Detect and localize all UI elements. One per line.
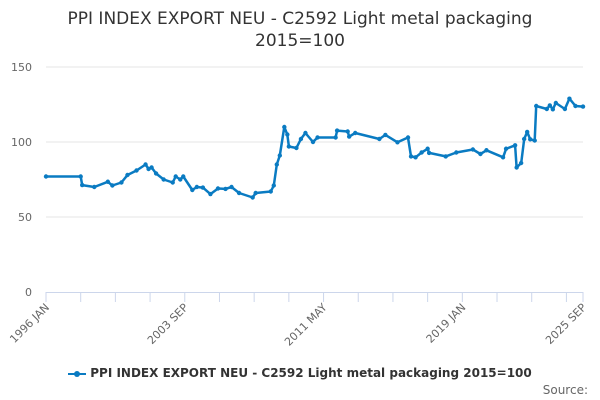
y-tick-label: 100: [11, 136, 32, 149]
data-point: [426, 150, 432, 156]
data-point: [268, 189, 273, 194]
data-point: [161, 177, 166, 182]
data-point: [544, 106, 549, 112]
legend-marker-icon: [68, 370, 87, 377]
data-point: [181, 174, 186, 179]
data-point: [119, 180, 124, 185]
data-point: [200, 185, 206, 190]
chart-title-line-1: PPI INDEX EXPORT NEU - C2592 Light metal…: [67, 9, 533, 29]
data-point: [149, 165, 154, 170]
data-point: [282, 124, 287, 130]
data-point: [236, 190, 242, 196]
data-point: [215, 186, 221, 191]
data-point: [547, 103, 553, 108]
x-tick-label: 2025 SEP: [543, 301, 589, 347]
data-point: [346, 134, 352, 139]
data-point: [405, 135, 411, 140]
data-point: [294, 145, 299, 151]
x-tick-label: 1996 JAN: [7, 301, 52, 346]
data-point: [562, 106, 568, 112]
data-point: [534, 103, 539, 109]
data-point: [303, 130, 308, 136]
data-point: [383, 132, 388, 138]
data-point: [550, 107, 556, 112]
data-point: [274, 162, 279, 167]
data-point: [134, 168, 139, 173]
x-tick-label: 2003 SEP: [145, 301, 191, 347]
data-point: [528, 137, 533, 142]
legend[interactable]: PPI INDEX EXPORT NEU - C2592 Light metal…: [0, 366, 600, 380]
data-point: [454, 150, 459, 155]
source-label: Source:: [542, 383, 588, 397]
y-tick-label: 0: [25, 286, 32, 299]
data-point: [285, 132, 290, 137]
data-point: [478, 151, 483, 157]
data-point: [521, 136, 527, 142]
data-point: [514, 165, 519, 170]
data-point: [223, 186, 228, 192]
y-tick-label: 150: [11, 61, 32, 74]
data-point: [153, 171, 159, 176]
data-point: [532, 138, 537, 143]
data-point: [277, 153, 283, 158]
x-tick-label: 2019 JAN: [424, 301, 469, 346]
data-point: [413, 155, 418, 160]
data-point: [345, 129, 350, 134]
data-point: [419, 150, 424, 155]
data-point: [125, 172, 130, 178]
chart-title: PPI INDEX EXPORT NEU - C2592 Light metal…: [0, 8, 600, 52]
data-point: [408, 154, 414, 159]
data-point: [443, 154, 448, 159]
data-point: [470, 147, 476, 152]
data-point: [310, 139, 316, 145]
data-point: [315, 135, 320, 140]
data-point: [573, 103, 578, 109]
data-point: [92, 184, 97, 190]
data-point: [353, 130, 358, 136]
data-point: [78, 174, 83, 179]
data-point: [43, 174, 49, 179]
data-point: [484, 148, 489, 153]
data-point: [173, 174, 178, 179]
data-point: [334, 128, 340, 133]
data-point: [425, 146, 430, 151]
data-point: [190, 187, 195, 193]
y-tick-label: 50: [18, 211, 32, 224]
data-point: [194, 184, 200, 190]
data-point: [500, 155, 506, 160]
data-point: [229, 184, 234, 190]
data-point: [333, 135, 338, 140]
data-point: [143, 162, 148, 167]
data-point: [298, 136, 304, 142]
chart-title-line-2: 2015=100: [255, 31, 345, 51]
data-point: [250, 195, 255, 200]
data-point: [110, 183, 115, 188]
data-point: [503, 146, 509, 151]
data-point: [518, 160, 524, 166]
data-point: [286, 144, 292, 149]
data-point: [105, 179, 111, 184]
x-tick-label: 2011 MAY: [282, 301, 330, 349]
data-point: [395, 140, 400, 145]
data-point: [553, 100, 559, 106]
data-point: [524, 129, 530, 135]
data-point: [253, 190, 258, 196]
legend-label: PPI INDEX EXPORT NEU - C2592 Light metal…: [90, 366, 532, 380]
data-point: [208, 191, 213, 197]
data-point: [377, 136, 382, 142]
series-line: [46, 97, 584, 199]
data-point: [580, 104, 586, 109]
data-point: [271, 183, 276, 188]
data-point: [170, 180, 175, 185]
data-point: [178, 177, 183, 182]
data-point: [80, 182, 85, 188]
data-point: [567, 96, 572, 101]
data-point: [512, 143, 518, 148]
